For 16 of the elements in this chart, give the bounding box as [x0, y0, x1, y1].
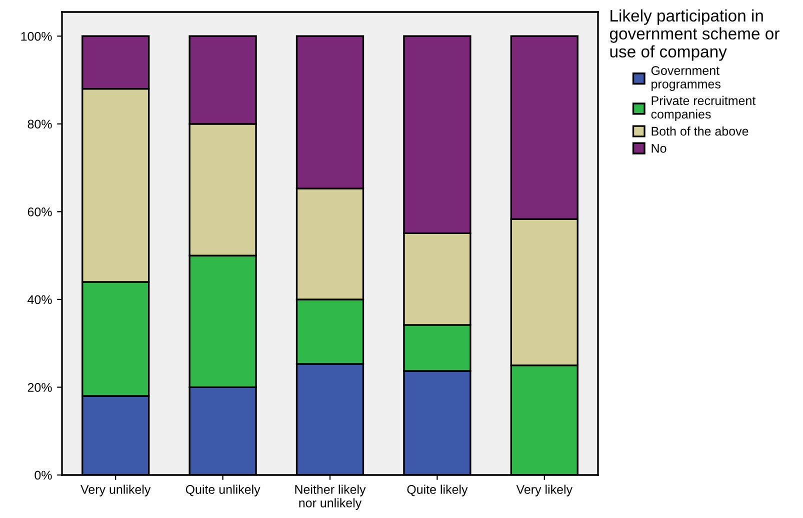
- legend-label: No: [652, 144, 666, 153]
- y-tick-label: 20%: [28, 383, 52, 392]
- legend-title: Likely participation in government scheme or use of company: [610, 9, 780, 61]
- x-tick-label: Quite unlikely: [186, 484, 260, 496]
- y-tick-label: 80%: [28, 120, 52, 129]
- x-tick-label: Very unlikely: [80, 484, 151, 496]
- legend-label: Private recruitment companies: [651, 96, 756, 122]
- y-tick-label: 0%: [34, 470, 52, 480]
- x-tick-label: Neither likely nor unlikely: [295, 484, 366, 510]
- x-tick-label: Very likely: [516, 484, 573, 496]
- legend-label: Both of the above: [652, 126, 748, 136]
- y-tick-label: 100%: [21, 32, 52, 41]
- y-tick-label: 40%: [28, 295, 52, 304]
- y-tick-label: 60%: [28, 207, 52, 216]
- x-tick-label: Quite likely: [407, 484, 468, 496]
- legend-label: Government programmes: [651, 66, 720, 91]
